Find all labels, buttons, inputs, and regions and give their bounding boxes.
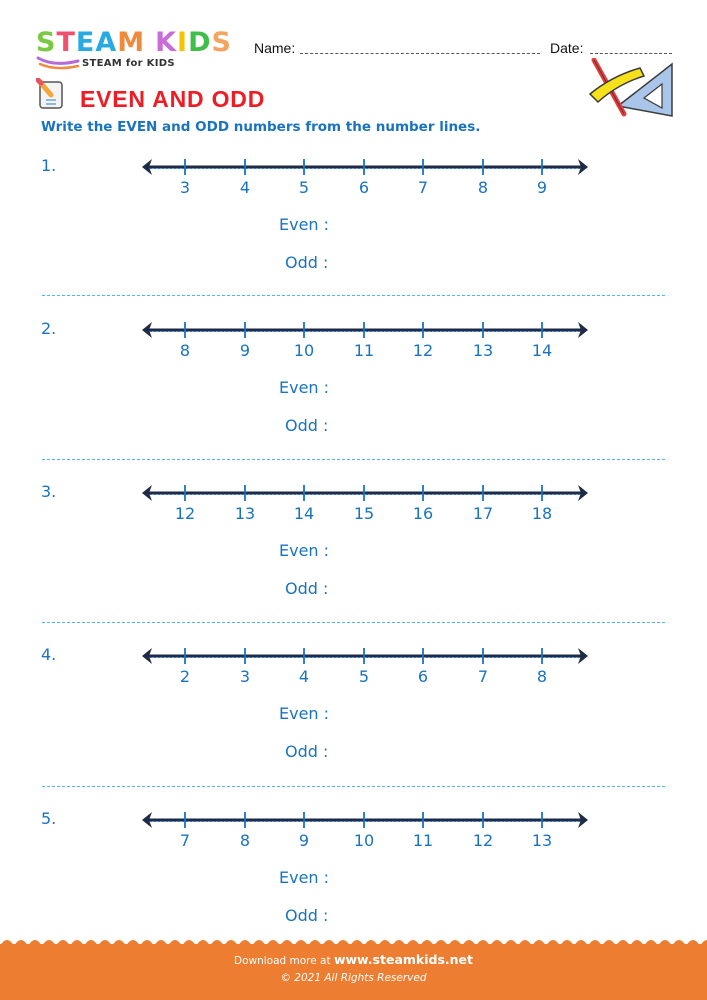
problem-number: 3. [41, 482, 57, 501]
logo-letter: S [211, 27, 232, 58]
even-answer-field[interactable]: Even : [279, 378, 330, 397]
footer-download-text: Download more at www.steamkids.net [0, 952, 707, 967]
tick-label: 10 [353, 831, 375, 850]
problem-number: 1. [41, 156, 57, 175]
divider [42, 459, 665, 460]
tick-label: 18 [531, 504, 553, 523]
logo-title: STEAM KIDS [36, 28, 232, 58]
odd-answer-field[interactable]: Odd : [285, 416, 329, 435]
tick-label: 14 [293, 504, 315, 523]
tick-label: 3 [239, 667, 251, 686]
tick-label: 8 [536, 667, 548, 686]
tick-label: 15 [353, 504, 375, 523]
number-line [142, 485, 588, 501]
tick-label: 13 [472, 341, 494, 360]
download-prefix: Download more at [233, 955, 331, 967]
number-line [142, 159, 588, 175]
tick-label: 11 [353, 341, 375, 360]
date-label: Date: [550, 40, 584, 56]
copyright-text: © 2021 All Rights Reserved [280, 972, 427, 984]
problem-number: 2. [41, 319, 57, 338]
logo-letter: K [155, 27, 178, 58]
problem-4: 4. 2 3 4 5 6 7 8 Even : Odd : [0, 645, 707, 819]
tick-label: 7 [477, 667, 489, 686]
tick-label: 7 [179, 831, 191, 850]
logo-swoosh-icon [36, 56, 80, 70]
number-line [142, 812, 588, 828]
tick-label: 4 [239, 178, 251, 197]
odd-answer-field[interactable]: Odd : [285, 742, 329, 761]
even-answer-field[interactable]: Even : [279, 704, 330, 723]
logo-letter: E [75, 27, 96, 58]
odd-answer-field[interactable]: Odd : [285, 579, 329, 598]
even-answer-field[interactable]: Even : [279, 541, 330, 560]
tick-label: 16 [412, 504, 434, 523]
tick-label: 8 [477, 178, 489, 197]
logo-letter: I [177, 27, 189, 58]
ruler-pencil-set-square-icon [588, 58, 673, 117]
tick-label: 12 [472, 831, 494, 850]
even-answer-field[interactable]: Even : [279, 868, 330, 887]
tick-label: 13 [531, 831, 553, 850]
scallop-edge [0, 940, 707, 946]
pencil-paper-icon [36, 78, 63, 109]
tick-label: 7 [417, 178, 429, 197]
tick-label: 6 [417, 667, 429, 686]
number-line [142, 648, 588, 664]
tick-label: 11 [412, 831, 434, 850]
tick-label: 12 [174, 504, 196, 523]
divider [42, 622, 665, 623]
footer: Download more at www.steamkids.net © 202… [0, 940, 707, 1000]
logo-letter: S [36, 27, 57, 58]
number-line [142, 322, 588, 338]
tick-label: 8 [179, 341, 191, 360]
logo-letter: T [56, 27, 76, 58]
logo-letter: A [95, 27, 118, 58]
odd-answer-field[interactable]: Odd : [285, 253, 329, 272]
divider [42, 295, 665, 296]
tick-label: 2 [179, 667, 191, 686]
tick-label: 9 [536, 178, 548, 197]
tick-label: 9 [239, 341, 251, 360]
tick-label: 17 [472, 504, 494, 523]
tick-label: 14 [531, 341, 553, 360]
name-field[interactable] [300, 53, 540, 54]
date-field[interactable] [590, 53, 672, 54]
even-answer-field[interactable]: Even : [279, 215, 330, 234]
tick-label: 10 [293, 341, 315, 360]
tick-label: 6 [358, 178, 370, 197]
problem-5: 5. 7 8 9 10 11 12 13 Even : Odd : [0, 809, 707, 983]
odd-answer-field[interactable]: Odd : [285, 906, 329, 925]
problem-2: 2. 8 9 10 11 12 13 14 Even : Odd : [0, 319, 707, 493]
steam-kids-logo: STEAM KIDS STEAM for KIDS [36, 28, 236, 70]
problem-1: 1. 3 4 5 6 7 8 9 Even : Odd : [0, 156, 707, 330]
problem-number: 5. [41, 809, 57, 828]
name-label: Name: [254, 40, 296, 56]
page-title: EVEN AND ODD [80, 86, 266, 112]
website-link[interactable]: www.steamkids.net [333, 952, 473, 967]
tick-label: 5 [298, 178, 310, 197]
tick-label: 12 [412, 341, 434, 360]
tick-label: 8 [239, 831, 251, 850]
tick-label: 13 [234, 504, 256, 523]
instruction-text: Write the EVEN and ODD numbers from the … [41, 119, 481, 135]
problem-number: 4. [41, 645, 57, 664]
problem-3: 3. 12 13 14 15 16 17 18 Even : Odd : [0, 482, 707, 656]
tick-label: 9 [298, 831, 310, 850]
logo-letter: M [117, 27, 146, 58]
tick-label: 3 [179, 178, 191, 197]
logo-subtitle: STEAM for KIDS [82, 58, 175, 69]
divider [42, 786, 665, 787]
logo-letter: D [188, 27, 212, 58]
tick-label: 5 [358, 667, 370, 686]
tick-label: 4 [298, 667, 310, 686]
